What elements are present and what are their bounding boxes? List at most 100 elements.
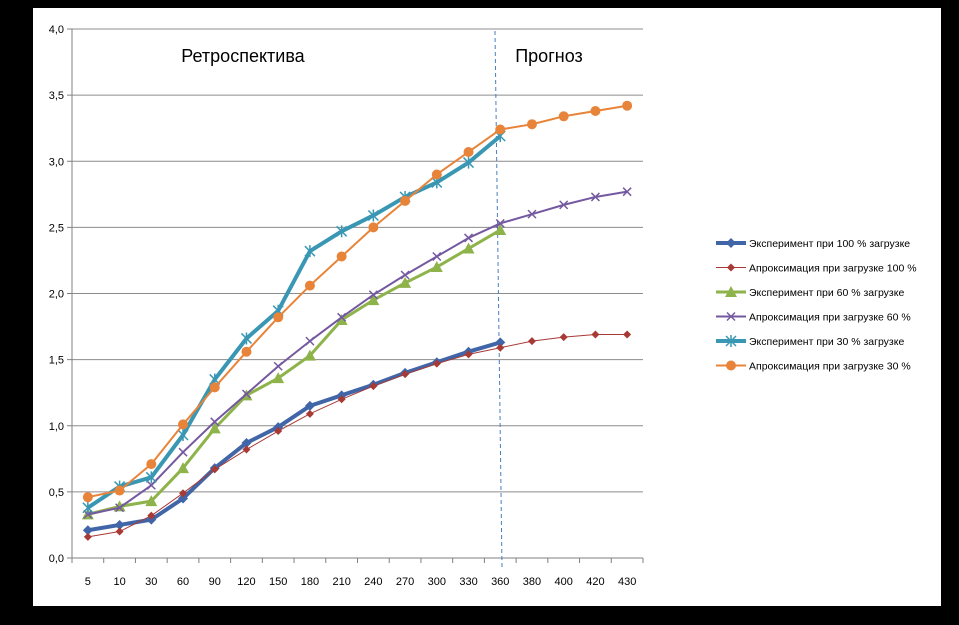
data-point	[303, 349, 316, 361]
data-point	[178, 419, 189, 430]
series-6	[82, 100, 633, 503]
data-point	[558, 111, 569, 122]
y-tick-label: 0,0	[49, 553, 64, 565]
data-point	[622, 187, 632, 197]
data-point	[726, 360, 736, 371]
data-point	[114, 485, 125, 496]
legend-item: Эксперимент при 30 % загрузке	[716, 335, 904, 348]
x-tick-label: 10	[113, 576, 125, 588]
data-point	[400, 195, 411, 206]
legend-label: Апроксимация при загрузке 100 %	[749, 263, 917, 275]
data-point	[241, 437, 252, 448]
data-point	[82, 492, 93, 503]
legend-item: Апроксимация при загрузке 30 %	[716, 360, 911, 373]
data-point	[240, 332, 253, 345]
forecast-divider-line	[494, 30, 503, 569]
data-point	[209, 382, 220, 393]
data-point	[430, 261, 443, 273]
data-point	[496, 343, 505, 352]
data-point	[559, 333, 568, 342]
legend-label: Апроксимация при загрузке 30 %	[749, 361, 911, 373]
data-point	[432, 251, 442, 262]
data-point	[367, 209, 379, 222]
data-point	[369, 382, 378, 391]
x-tick-labels: 5 10 30 60 90 120 150 180 210 240 270 300 330 360 380 4…	[71, 558, 644, 588]
data-point	[272, 372, 285, 384]
y-tick-label: 3,5	[49, 90, 64, 102]
data-point	[146, 459, 157, 470]
data-point	[399, 276, 412, 288]
data-point	[115, 527, 124, 536]
x-tick-label: 30	[145, 576, 157, 588]
data-point	[623, 330, 632, 339]
data-point	[726, 311, 736, 322]
x-tick-label: 180	[301, 576, 319, 588]
data-point	[273, 361, 283, 371]
legend-item: Эксперимент при 60 % загрузке	[716, 286, 904, 299]
data-point	[590, 192, 600, 202]
data-point	[463, 146, 474, 157]
data-point	[178, 447, 188, 457]
data-point	[336, 251, 347, 262]
data-point	[590, 105, 601, 116]
y-tick-labels: 0,0 0,5 1,0 1,5 2,0 2,5 3,0 3,5 4,0	[49, 24, 64, 565]
x-tick-label: 90	[209, 576, 221, 588]
data-point	[495, 124, 506, 135]
data-point	[336, 225, 348, 238]
series-3	[81, 224, 507, 520]
x-tick-label: 150	[269, 576, 287, 588]
legend-label: Эксперимент при 100 % загрузке	[749, 238, 910, 250]
data-point	[368, 290, 378, 300]
y-tick-label: 3,0	[49, 156, 64, 168]
data-point	[177, 462, 190, 474]
data-point	[242, 445, 251, 454]
data-point	[146, 480, 156, 490]
x-tick-label: 400	[555, 576, 573, 588]
data-point	[559, 200, 569, 210]
x-tick-label: 430	[618, 576, 636, 588]
legend-item: Эксперимент при 100 % загрузке	[716, 238, 910, 250]
data-point	[432, 359, 441, 368]
data-point	[725, 335, 737, 347]
data-point	[726, 238, 736, 248]
data-point	[463, 233, 474, 243]
forecast-label: Прогноз	[515, 46, 583, 66]
data-point	[274, 427, 283, 436]
legend-item: Апроксимация при загрузке 60 %	[716, 312, 911, 324]
x-tick-label: 300	[428, 576, 446, 588]
y-tick-label: 0,5	[49, 487, 64, 499]
legend-label: Эксперимент при 30 % загрузке	[749, 336, 904, 348]
series-line	[87, 340, 501, 533]
data-point	[335, 313, 348, 325]
data-point	[401, 370, 410, 379]
data-point	[464, 350, 473, 359]
data-point	[210, 417, 220, 427]
data-point	[591, 330, 600, 339]
y-tick-label: 2,5	[49, 222, 64, 234]
y-tick-label: 1,0	[49, 421, 64, 433]
x-tick-label: 420	[586, 576, 604, 588]
x-tick-label: 60	[177, 576, 189, 588]
retro-label: Ретроспектива	[181, 46, 305, 66]
x-tick-label: 240	[364, 576, 382, 588]
series-line	[86, 134, 502, 510]
gridlines	[67, 28, 643, 559]
data-point	[526, 119, 537, 130]
y-tick-label: 1,5	[49, 355, 64, 367]
data-point	[179, 489, 188, 498]
data-point	[210, 465, 219, 474]
data-point	[622, 100, 633, 111]
data-point	[494, 224, 507, 236]
y-tick-label: 2,0	[49, 289, 64, 301]
data-point	[273, 312, 284, 323]
data-point	[177, 429, 189, 442]
data-point	[527, 337, 536, 346]
series-line	[87, 190, 628, 516]
series-group	[81, 100, 633, 541]
data-point	[83, 532, 92, 541]
data-point	[82, 501, 94, 514]
data-point	[727, 263, 735, 272]
data-point	[241, 346, 252, 357]
legend-label: Эксперимент при 60 % загрузке	[749, 287, 904, 299]
